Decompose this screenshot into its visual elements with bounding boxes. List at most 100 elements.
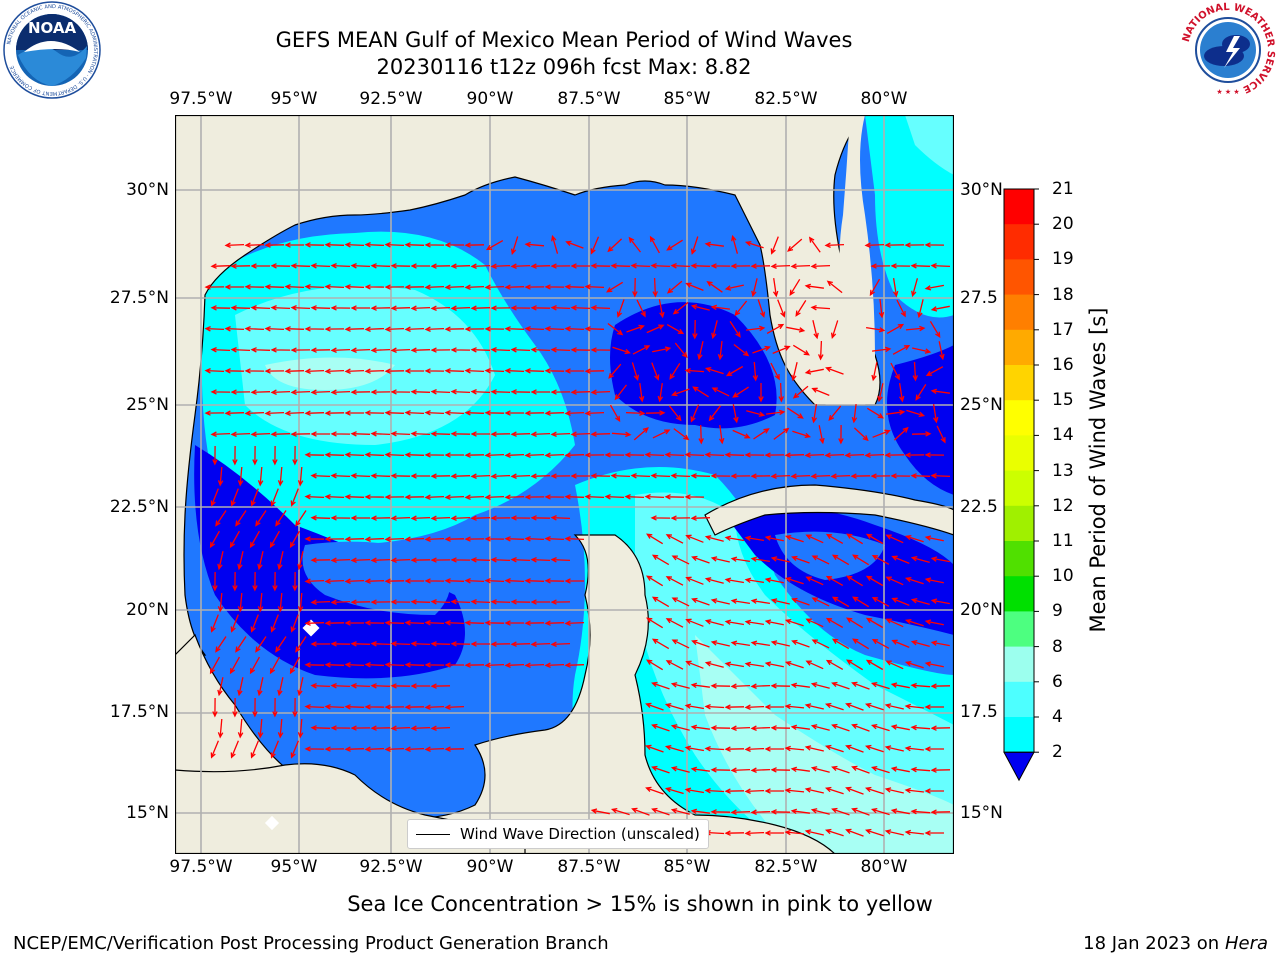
wind-vector xyxy=(871,362,878,382)
wind-vector xyxy=(484,284,505,290)
wind-vector xyxy=(795,300,807,317)
wind-vector xyxy=(490,389,511,395)
wind-vector xyxy=(825,617,844,628)
wind-vector xyxy=(787,238,803,252)
wind-vector xyxy=(812,320,819,340)
wind-vector xyxy=(250,614,259,633)
wind-vector xyxy=(906,409,926,418)
wind-vector xyxy=(845,702,864,711)
wind-vector xyxy=(886,409,906,416)
wind-vector xyxy=(910,473,931,479)
wind-vector xyxy=(304,620,325,626)
wind-vector xyxy=(884,452,905,458)
wind-wave-map xyxy=(175,115,954,854)
colorbar-tick-label: 13 xyxy=(1052,460,1074,481)
wind-vector xyxy=(550,263,571,269)
wind-vector xyxy=(410,557,431,563)
wind-vector xyxy=(252,697,258,718)
colorbar-band xyxy=(1004,259,1034,296)
wind-vector xyxy=(590,473,611,479)
wind-vector xyxy=(810,766,830,773)
colorbar-band xyxy=(1004,435,1034,472)
wind-vector xyxy=(910,263,931,269)
wind-vector xyxy=(584,494,605,500)
footer-date-text: 18 Jan 2023 on xyxy=(1083,933,1225,954)
wind-vector xyxy=(830,473,851,479)
wind-vector xyxy=(310,431,330,437)
wind-vector xyxy=(885,618,904,628)
wind-vector xyxy=(364,578,385,584)
wind-vector xyxy=(824,828,844,837)
wind-vector xyxy=(324,620,345,626)
wind-vector xyxy=(444,662,464,668)
wind-vector xyxy=(650,473,671,479)
wind-vector xyxy=(904,534,924,543)
wind-vector xyxy=(390,473,411,479)
wind-vector xyxy=(424,326,445,332)
wind-vector xyxy=(658,299,665,319)
wind-vector xyxy=(825,533,844,544)
wind-vector xyxy=(310,515,331,521)
wind-vector xyxy=(670,724,690,731)
wind-vector xyxy=(778,382,784,403)
wind-vector xyxy=(750,473,771,479)
colorbar-tick-label: 15 xyxy=(1052,390,1074,411)
wind-vector xyxy=(404,620,425,626)
wind-vector xyxy=(790,766,810,773)
wind-vector xyxy=(704,745,725,752)
wind-vector xyxy=(310,347,331,353)
wind-vector xyxy=(845,786,864,795)
wind-vector xyxy=(404,242,425,248)
wind-vector xyxy=(930,473,951,479)
wind-vector xyxy=(510,641,531,647)
wind-vector xyxy=(724,577,745,584)
wind-vector xyxy=(212,445,218,466)
wind-vector xyxy=(344,368,365,374)
wind-vector xyxy=(633,427,649,441)
lat-label-left: 30°N xyxy=(126,180,169,200)
wind-vector xyxy=(510,557,531,563)
wind-vector xyxy=(272,697,278,718)
wind-vector xyxy=(910,808,931,815)
wind-vector xyxy=(215,510,227,527)
wind-vector xyxy=(890,362,900,381)
wind-vector xyxy=(904,829,924,836)
wind-vector xyxy=(930,683,951,689)
wind-vector xyxy=(410,599,431,605)
wind-vector xyxy=(324,326,345,332)
wind-vector xyxy=(284,326,305,332)
wind-vector xyxy=(936,425,946,444)
lon-label-top: 80°W xyxy=(860,89,908,109)
wind-vector xyxy=(764,830,784,836)
wind-vector xyxy=(671,597,690,607)
wind-vector xyxy=(690,515,711,521)
wind-vector xyxy=(684,367,705,374)
wind-vector xyxy=(344,284,365,290)
wind-vector xyxy=(671,639,690,649)
wind-vector xyxy=(404,746,425,752)
wind-vector xyxy=(224,410,245,416)
wind-vector xyxy=(851,723,870,732)
wind-vector xyxy=(544,578,565,584)
wind-vector xyxy=(831,681,850,690)
wind-vector xyxy=(344,578,365,584)
wind-vector xyxy=(524,494,545,500)
wind-vector xyxy=(209,656,220,675)
wind-vector xyxy=(304,284,325,290)
lon-label-top: 85°W xyxy=(663,89,711,109)
wind-vector xyxy=(370,389,391,395)
wind-vector xyxy=(824,786,844,795)
wind-vector xyxy=(810,682,830,689)
wind-vector xyxy=(710,725,731,731)
wind-vector xyxy=(384,578,405,584)
wind-vector xyxy=(698,424,704,445)
wind-vector xyxy=(264,284,285,290)
wind-vector xyxy=(324,284,345,290)
wind-vector xyxy=(264,242,285,248)
wind-vector xyxy=(210,614,219,633)
wind-vector xyxy=(364,494,385,500)
wind-vector xyxy=(896,299,906,318)
footer-host: Hera xyxy=(1224,933,1268,954)
wind-vector xyxy=(651,807,670,816)
colorbar-band xyxy=(1004,224,1034,260)
